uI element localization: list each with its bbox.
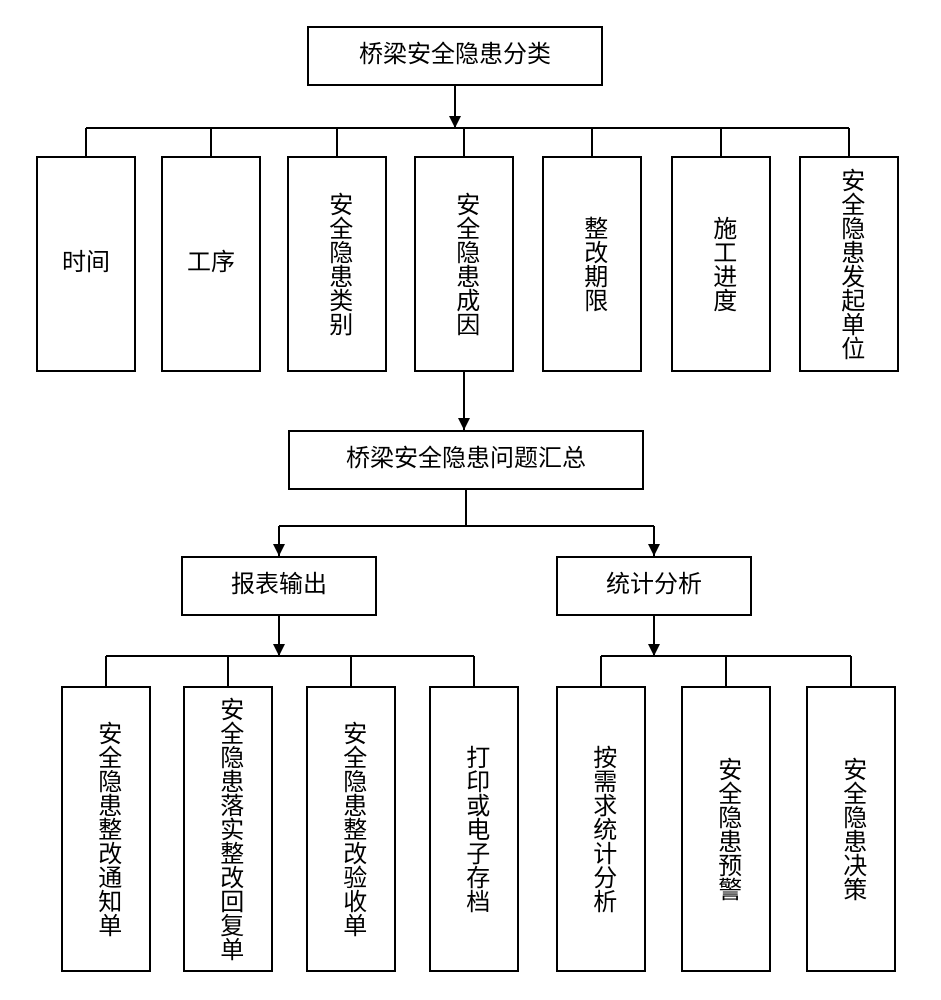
node-leaf-decision: 安全隐患决策 (806, 686, 896, 972)
node-root: 桥梁安全隐患分类 (307, 26, 603, 86)
node-root-label: 桥梁安全隐患分类 (359, 42, 551, 70)
node-branch-stats-label: 统计分析 (606, 572, 702, 600)
node-leaf-demand-stats-label: 按需求统计分析 (587, 745, 615, 913)
node-branch-report: 报表输出 (181, 556, 377, 616)
node-cat-hazard-type-label: 安全隐患类别 (323, 192, 351, 336)
node-leaf-warning: 安全隐患预警 (681, 686, 771, 972)
node-cat-initiator-label: 安全隐患发起单位 (835, 168, 863, 360)
node-leaf-warning-label: 安全隐患预警 (712, 757, 740, 901)
node-leaf-decision-label: 安全隐患决策 (837, 757, 865, 901)
node-cat-deadline-label: 整改期限 (578, 216, 606, 312)
node-summary-label: 桥梁安全隐患问题汇总 (346, 446, 586, 474)
node-leaf-reply-label: 安全隐患落实整改回复单 (214, 697, 242, 961)
node-cat-deadline: 整改期限 (542, 156, 642, 372)
node-leaf-print: 打印或电子存档 (429, 686, 519, 972)
node-cat-time-label: 时间 (62, 250, 110, 278)
node-cat-process-label: 工序 (187, 250, 235, 278)
node-branch-report-label: 报表输出 (231, 572, 327, 600)
node-leaf-print-label: 打印或电子存档 (460, 745, 488, 913)
node-cat-process: 工序 (161, 156, 261, 372)
node-cat-hazard-cause-label: 安全隐患成因 (450, 192, 478, 336)
node-cat-initiator: 安全隐患发起单位 (799, 156, 899, 372)
node-leaf-notice-label: 安全隐患整改通知单 (92, 721, 120, 937)
node-branch-stats: 统计分析 (556, 556, 752, 616)
node-leaf-reply: 安全隐患落实整改回复单 (183, 686, 273, 972)
node-cat-progress-label: 施工进度 (707, 216, 735, 312)
node-leaf-accept-label: 安全隐患整改验收单 (337, 721, 365, 937)
node-cat-hazard-type: 安全隐患类别 (287, 156, 387, 372)
node-leaf-demand-stats: 按需求统计分析 (556, 686, 646, 972)
node-cat-progress: 施工进度 (671, 156, 771, 372)
node-cat-hazard-cause: 安全隐患成因 (414, 156, 514, 372)
node-leaf-accept: 安全隐患整改验收单 (306, 686, 396, 972)
node-summary: 桥梁安全隐患问题汇总 (288, 430, 644, 490)
node-cat-time: 时间 (36, 156, 136, 372)
node-leaf-notice: 安全隐患整改通知单 (61, 686, 151, 972)
